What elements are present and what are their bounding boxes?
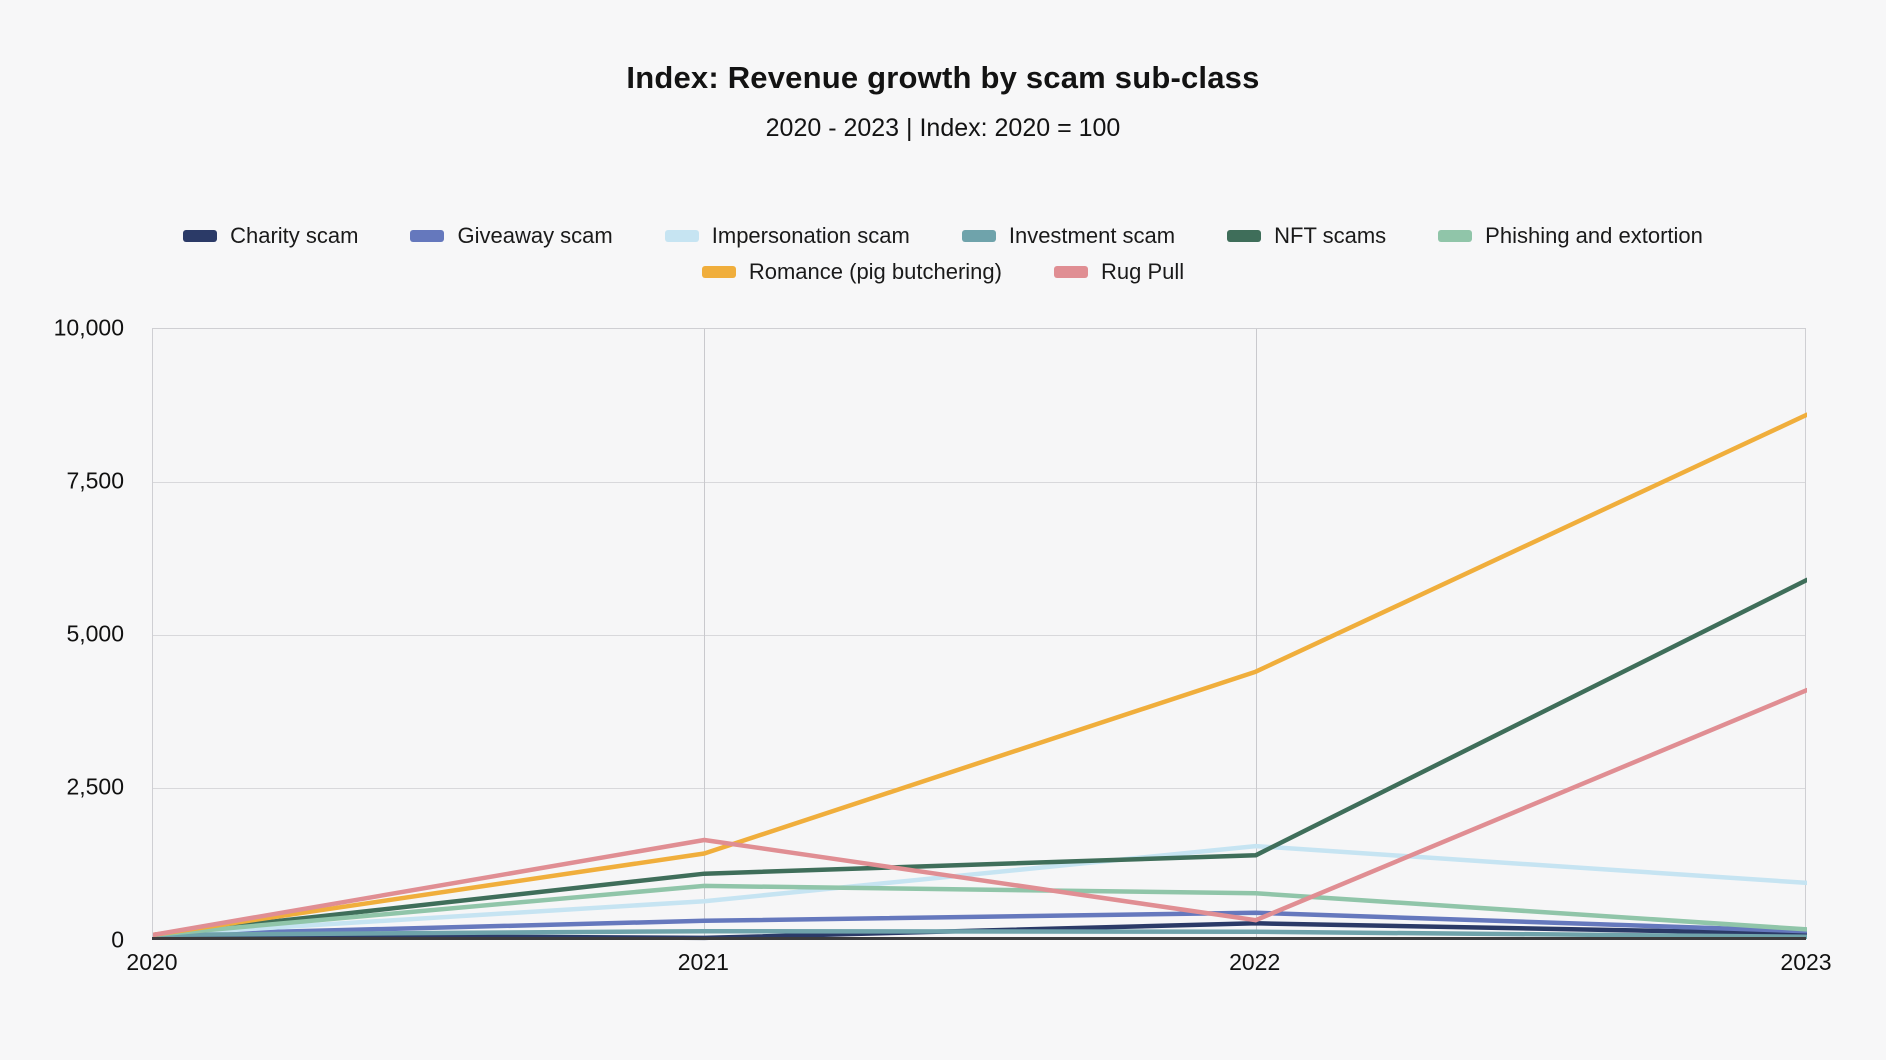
legend-item-impersonation-scam[interactable]: Impersonation scam: [664, 223, 910, 249]
legend-swatch-charity-scam: [183, 230, 218, 242]
plot-area: [152, 328, 1807, 941]
x-tick-label-2021: 2021: [677, 949, 729, 975]
legend-swatch-romance-pig-butchering: [701, 266, 736, 278]
x-axis-labels: 2020 2021 2022 2023: [126, 949, 1831, 979]
x-tick-label-2023: 2023: [1780, 949, 1832, 975]
legend-swatch-nft-scams: [1227, 230, 1262, 242]
legend-row-2: Romance (pig butchering) Rug Pull: [0, 254, 1886, 290]
legend-item-romance-pig-butchering[interactable]: Romance (pig butchering): [701, 259, 1002, 285]
legend-label-rug-pull: Rug Pull: [1100, 259, 1185, 284]
legend-label-romance-pig-butchering: Romance (pig butchering): [748, 259, 1002, 284]
y-tick-label-2500: 2,500: [66, 773, 124, 800]
legend-swatch-giveaway-scam: [410, 230, 445, 242]
y-tick-label-10000: 10,000: [53, 314, 124, 341]
legend-item-rug-pull[interactable]: Rug Pull: [1053, 259, 1185, 285]
legend-item-phishing-and-extortion[interactable]: Phishing and extortion: [1438, 223, 1703, 249]
gridline-y-7500: [153, 482, 1805, 483]
series-line-romance-pig-butchering: [153, 412, 1807, 938]
legend-label-nft-scams: NFT scams: [1274, 223, 1387, 248]
gridline-x-2021: [704, 329, 706, 939]
legend-label-investment-scam: Investment scam: [1008, 223, 1176, 248]
legend-item-nft-scams[interactable]: NFT scams: [1227, 223, 1386, 249]
y-tick-label-5000: 5,000: [66, 620, 124, 647]
y-tick-label-0: 0: [111, 926, 124, 953]
gridline-y-2500: [153, 788, 1805, 789]
gridline-y-5000: [153, 635, 1805, 636]
series-line-nft-scams: [153, 577, 1807, 938]
legend-item-giveaway-scam[interactable]: Giveaway scam: [410, 223, 613, 249]
series-line-impersonation-scam: [153, 843, 1807, 938]
legend-swatch-investment-scam: [961, 230, 996, 242]
series-line-giveaway-scam: [153, 910, 1807, 938]
legend-item-investment-scam[interactable]: Investment scam: [961, 223, 1176, 249]
legend-label-phishing-and-extortion: Phishing and extortion: [1485, 223, 1703, 248]
chart-legend: Charity scam Giveaway scam Impersonation s…: [0, 218, 1886, 290]
series-lines: [153, 412, 1807, 941]
legend-row-1: Charity scam Giveaway scam Impersonation s…: [0, 218, 1886, 254]
x-tick-label-2022: 2022: [1229, 949, 1281, 975]
y-tick-label-7500: 7,500: [66, 467, 124, 494]
legend-label-impersonation-scam: Impersonation scam: [711, 223, 910, 248]
legend-item-charity-scam[interactable]: Charity scam: [183, 223, 358, 249]
series-line-phishing-and-extortion: [153, 883, 1807, 938]
series-line-investment-scam: [153, 928, 1807, 939]
x-axis-line: [152, 937, 1806, 940]
legend-label-giveaway-scam: Giveaway scam: [457, 223, 613, 248]
legend-swatch-impersonation-scam: [664, 230, 699, 242]
legend-swatch-rug-pull: [1053, 266, 1088, 278]
legend-swatch-phishing-and-extortion: [1438, 230, 1473, 242]
chart-title: Index: Revenue growth by scam sub-class: [626, 60, 1260, 95]
gridline-x-2022: [1255, 329, 1257, 939]
x-tick-label-2020: 2020: [126, 949, 178, 975]
series-line-rug-pull: [153, 687, 1807, 938]
legend-label-charity-scam: Charity scam: [230, 223, 359, 248]
y-axis-labels: 0 2,500 5,000 7,500 10,000: [0, 315, 138, 953]
chart-subtitle: 2020 - 2023 | Index: 2020 = 100: [765, 114, 1121, 142]
